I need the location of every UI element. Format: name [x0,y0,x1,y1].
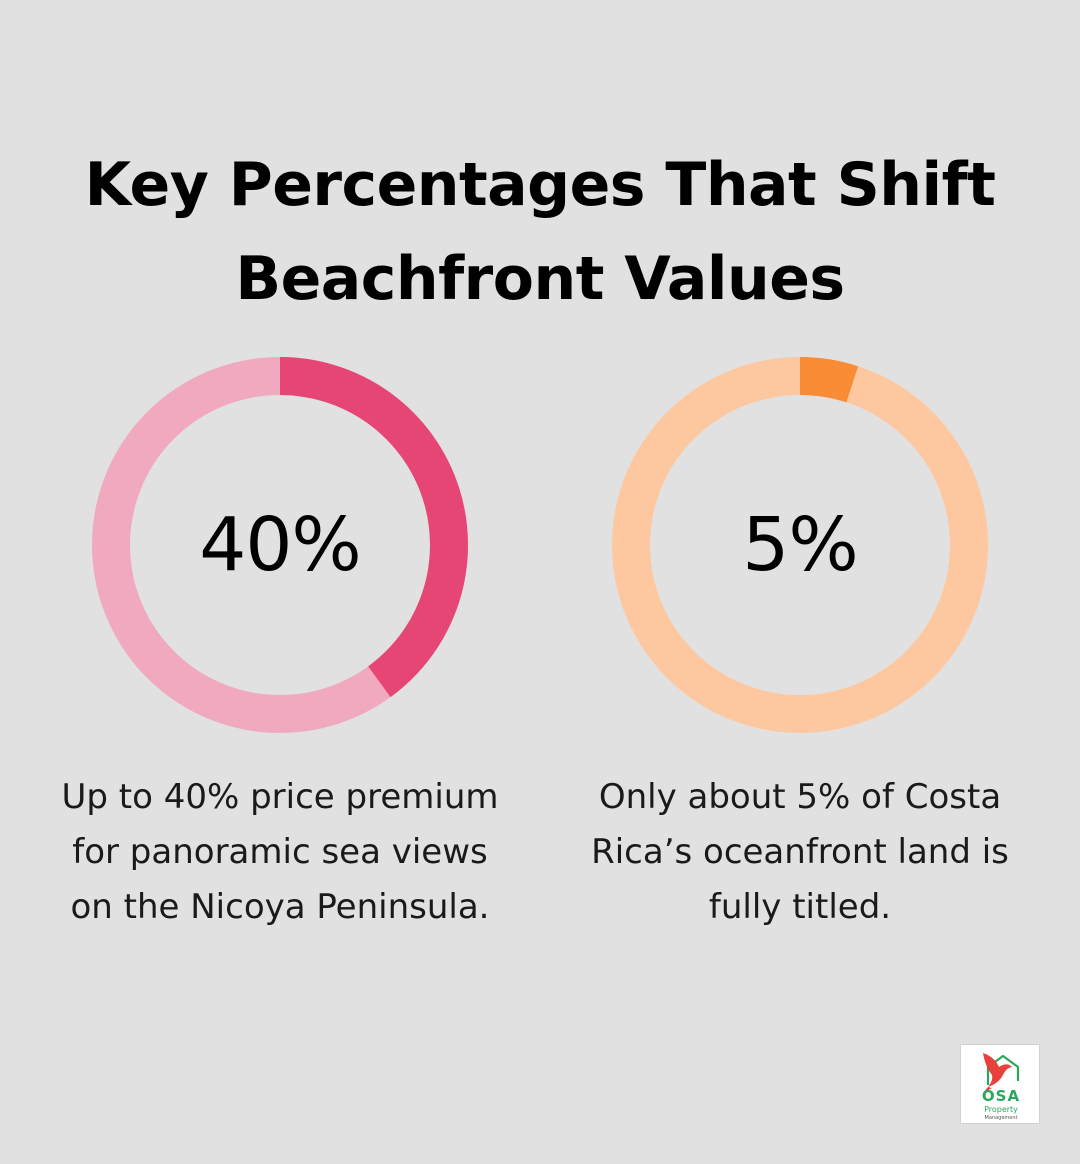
logo-bird-shape [983,1053,1012,1087]
caption-2: Only about 5% of Costa Rica’s oceanfront… [550,770,1050,935]
donut-2-label: 5% [742,502,858,588]
donut-chart-1: 40% [85,350,475,740]
title-line-2: Beachfront Values [235,244,845,315]
donut-svg-2 [612,357,988,733]
caption-1: Up to 40% price premium for panoramic se… [30,770,530,935]
caption-2-line-3: fully titled. [708,887,892,927]
title-line-1: Key Percentages That Shift [84,150,996,221]
logo-name: OSA [981,1087,1021,1105]
logo-line-2: Property [984,1105,1018,1114]
donut-1-label: 40% [199,502,361,588]
donut-chart-2: 5% [605,350,995,740]
logo-house-outline [986,1054,1020,1085]
donut-svg-1 [92,357,468,733]
donut-1-value-arc [279,357,468,698]
bird-house-icon [983,1053,1020,1093]
page-title: Key Percentages That Shift Beachfront Va… [40,138,1040,326]
donut-2-value-arc [799,357,859,403]
caption-1-line-3: on the Nicoya Peninsula. [70,887,490,927]
caption-1-line-2: for panoramic sea views [72,832,488,872]
caption-1-line-1: Up to 40% price premium [61,777,499,817]
caption-2-line-1: Only about 5% of Costa [598,777,1002,817]
logo-line-3: Management [984,1115,1018,1121]
logo-bird-tail [983,1087,992,1093]
caption-2-line-2: Rica’s oceanfront land is [591,832,1009,872]
company-logo: OSA Property Management [960,1044,1040,1124]
